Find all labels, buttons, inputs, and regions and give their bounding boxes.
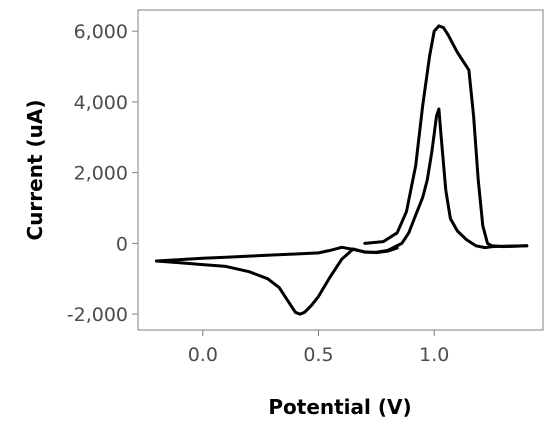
y-tick-label: 2,000	[74, 163, 128, 185]
series-line-2	[155, 107, 529, 316]
axis-ticks: 0.0 0.5 1.0 -2,000 0 2,000 4,000 6,000	[67, 21, 450, 366]
series-lines	[155, 24, 529, 316]
y-tick-label: 0	[116, 233, 128, 255]
series-line-1	[363, 24, 529, 249]
x-tick-label: 1.0	[419, 344, 449, 366]
y-tick-label: -2,000	[67, 304, 128, 326]
y-axis-title: Current (uA)	[23, 100, 47, 241]
y-tick-label: 4,000	[74, 92, 128, 114]
series-line-3	[155, 245, 399, 263]
x-tick-label: 0.0	[188, 344, 218, 366]
y-tick-label: 6,000	[74, 21, 128, 43]
x-axis-title: Potential (V)	[268, 395, 411, 419]
x-tick-label: 0.5	[303, 344, 333, 366]
plot-frame	[137, 9, 544, 331]
